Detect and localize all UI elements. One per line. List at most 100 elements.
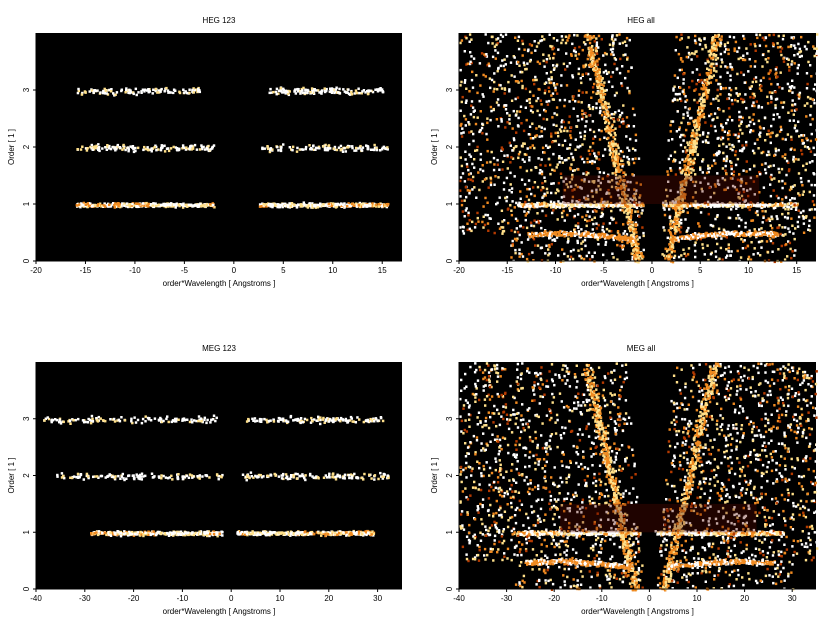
heatmap-cell <box>673 223 675 226</box>
heatmap-cell <box>774 207 776 210</box>
heatmap-cell <box>497 125 499 128</box>
heatmap-cell <box>739 149 741 152</box>
heatmap-cell <box>320 91 322 94</box>
heatmap-cell <box>290 205 292 208</box>
heatmap-cell <box>810 140 812 143</box>
heatmap-cell <box>674 255 676 258</box>
heatmap-cell <box>550 201 552 204</box>
heatmap-cell <box>626 87 628 90</box>
heatmap-cell <box>461 165 463 168</box>
heatmap-cell <box>734 134 736 137</box>
heatmap-cell <box>501 168 503 171</box>
heatmap-cell <box>480 110 482 113</box>
heatmap-cell <box>526 62 528 65</box>
heatmap-cell <box>807 41 809 44</box>
heatmap-cell <box>592 86 594 89</box>
heatmap-cell <box>716 243 718 246</box>
heatmap-cell <box>569 62 571 65</box>
heatmap-cell <box>506 154 508 157</box>
heatmap-cell <box>595 210 597 213</box>
heatmap-cell <box>490 110 492 113</box>
heatmap-cell <box>770 125 772 128</box>
heatmap-cell <box>526 195 528 198</box>
heatmap-cell <box>556 106 558 109</box>
heatmap-cell <box>770 224 772 227</box>
heatmap-cell <box>78 203 80 206</box>
heatmap-cell <box>767 102 769 105</box>
heatmap-cell <box>596 45 598 48</box>
heatmap-cell <box>809 97 811 100</box>
heatmap-cell <box>761 65 763 68</box>
heatmap-cell <box>776 42 778 45</box>
heatmap-cell <box>102 90 104 93</box>
heatmap-cell <box>523 49 525 52</box>
heatmap-cell <box>583 161 585 164</box>
heatmap-cell <box>722 110 724 113</box>
heatmap-cell <box>301 89 303 92</box>
heatmap-cell <box>814 154 816 157</box>
heatmap-cell <box>807 96 809 99</box>
heatmap-cell <box>169 204 171 207</box>
heatmap-cell <box>97 149 99 152</box>
heatmap-cell <box>764 168 766 171</box>
heatmap-cell <box>584 135 586 138</box>
heatmap-cell <box>589 146 591 149</box>
heatmap-cell <box>789 242 791 245</box>
heatmap-cell <box>808 225 810 228</box>
heatmap-cell <box>545 144 547 147</box>
heatmap-cell <box>740 71 742 74</box>
heatmap-cell <box>570 126 572 129</box>
heatmap-cell <box>591 162 593 165</box>
heatmap-cell <box>600 215 602 218</box>
heatmap-cell <box>503 155 505 158</box>
heatmap-cell <box>509 122 511 125</box>
x-tick-label: 10 <box>328 266 337 275</box>
heatmap-cell <box>769 203 771 206</box>
heatmap-cell <box>586 39 588 42</box>
heatmap-cell <box>769 238 771 241</box>
heatmap-cell <box>507 208 509 211</box>
heatmap-cell <box>589 153 591 156</box>
heatmap-cell <box>689 107 691 110</box>
heatmap-cell <box>725 256 727 259</box>
heatmap-cell <box>332 202 334 205</box>
heatmap-cell <box>589 219 591 222</box>
heatmap-cell <box>716 172 718 175</box>
heatmap-cell <box>630 67 632 70</box>
heatmap-cell <box>718 228 720 231</box>
heatmap-cell <box>493 88 495 91</box>
heatmap-cell <box>472 180 474 183</box>
heatmap-cell <box>580 136 582 139</box>
heatmap-cell <box>627 70 629 73</box>
heatmap-cell <box>358 92 360 95</box>
heatmap-cell <box>91 144 93 147</box>
heatmap-cell <box>759 34 761 37</box>
heatmap-cell <box>713 69 715 72</box>
heatmap-cell <box>584 35 586 38</box>
heatmap-cell <box>628 158 630 161</box>
heatmap-cell <box>124 149 126 152</box>
heatmap-cell <box>582 49 584 52</box>
heatmap-cell <box>641 209 643 212</box>
heatmap-cell <box>362 205 364 208</box>
heatmap-cell <box>533 147 535 150</box>
heatmap-cell <box>772 118 774 121</box>
heatmap-cell <box>789 248 791 251</box>
heatmap-cell <box>673 158 675 161</box>
heatmap-cell <box>793 204 795 207</box>
heatmap-cell <box>557 132 559 135</box>
heatmap-cell <box>186 92 188 95</box>
heatmap-cell <box>181 204 183 207</box>
heatmap-cell <box>611 38 613 41</box>
heatmap-cell <box>280 150 282 153</box>
heatmap-cell <box>508 118 510 121</box>
heatmap-cell <box>707 132 709 135</box>
heatmap-cell <box>539 203 541 206</box>
heatmap-cell <box>562 161 564 164</box>
heatmap-cell <box>515 80 517 83</box>
heatmap-cell <box>515 218 517 221</box>
heatmap-cell <box>741 121 743 124</box>
heatmap-cell <box>694 244 696 247</box>
heatmap-cell <box>623 155 625 158</box>
